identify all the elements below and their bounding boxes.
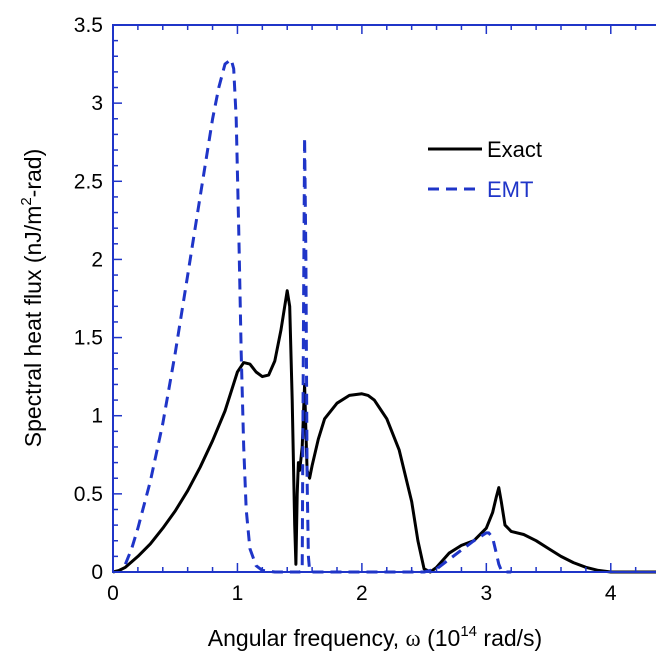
- x-tick-label: 2: [356, 582, 368, 605]
- y-tick-label: 1: [91, 405, 103, 428]
- y-tick-label: 3: [91, 92, 103, 115]
- x-tick-label: 3: [480, 582, 492, 605]
- legend-label-emt: EMT: [487, 177, 533, 202]
- x-tick-label: 1: [232, 582, 244, 605]
- x-axis-title: Angular frequency, ω (1014 rad/s): [208, 623, 542, 651]
- y-axis-title: Spectral heat flux (nJ/m2-rad): [18, 149, 46, 448]
- y-tick-label: 0: [91, 561, 103, 584]
- y-tick-label: 2: [91, 248, 103, 271]
- series-line-exact: [112, 289, 656, 574]
- y-tick-label: 1.5: [74, 327, 103, 350]
- y-tick-label: 2.5: [74, 170, 103, 193]
- y-tick-label: 3.5: [74, 14, 103, 37]
- legend-label-exact: Exact: [487, 137, 542, 162]
- x-tick-label: 4: [605, 582, 617, 605]
- x-tick-labels: 0 1 2 3 4: [107, 582, 617, 605]
- plot-lines: [112, 57, 656, 574]
- y-tick-label: 0.5: [74, 483, 103, 506]
- y-tick-labels: 0 0.5 1 1.5 2 2.5 3 3.5: [74, 14, 103, 584]
- x-tick-label: 0: [107, 582, 119, 605]
- plot-frame: [112, 24, 656, 573]
- legend: Exact EMT: [428, 137, 542, 202]
- axis-ticks: [112, 24, 637, 573]
